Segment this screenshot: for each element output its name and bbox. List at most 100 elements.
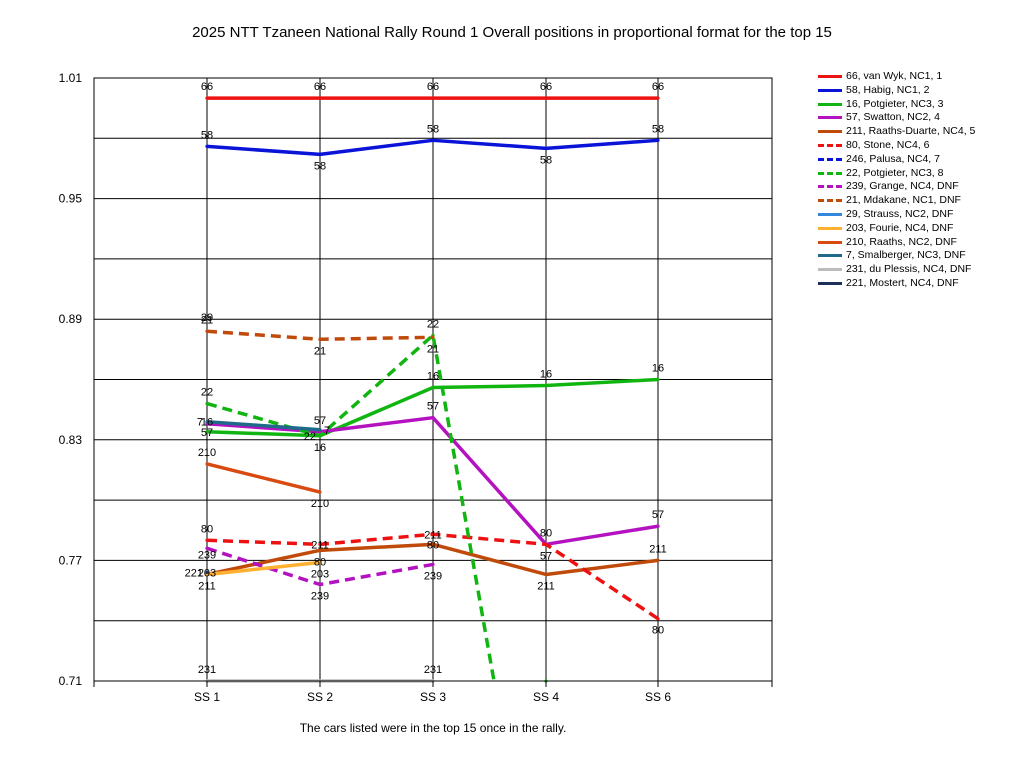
legend-label: 7, Smalberger, NC3, DNF [846,249,966,262]
data-point-21 [205,329,209,333]
data-label: 211 [311,539,329,551]
y-tick-label: 1.01 [59,71,83,85]
data-label: 58 [652,123,664,135]
legend-item: 239, Grange, NC4, DNF [816,180,1016,192]
legend-swatch [818,199,842,203]
legend-item: 66, van Wyk, NC1, 1 [816,70,1016,82]
data-point-80 [431,532,435,536]
legend-swatch [818,281,842,285]
legend-item: 80, Stone, NC4, 6 [816,139,1016,151]
data-label: 57 [652,509,664,521]
data-point-58 [318,152,322,156]
data-label: 239 [311,591,329,603]
data-label: 211 [424,529,442,541]
legend-label: 221, Mostert, NC4, DNF [846,276,959,289]
x-tick-label: SS 4 [533,690,559,704]
data-point-80 [656,617,660,621]
data-label: 239 [198,549,216,561]
data-point-21 [318,337,322,341]
legend-label: 203, Fourie, NC4, DNF [846,221,954,234]
legend-swatch [818,157,842,161]
data-label: 210 [311,498,329,510]
legend-item: 57, Swatton, NC2, 4 [816,111,1016,123]
data-point-57 [656,524,660,528]
data-label: 239 [424,570,442,582]
data-point-239 [431,562,435,567]
legend-item: 16, Potgieter, NC3, 3 [816,98,1016,110]
legend-label: 210, Raaths, NC2, DNF [846,235,957,248]
data-point-210 [318,490,322,494]
data-label: 16 [540,369,552,381]
legend-label: 211, Raaths-Duarte, NC4, 5 [846,125,976,138]
data-point-7 [205,420,209,424]
data-label: 211 [198,580,216,592]
legend-swatch [818,268,842,272]
legend-swatch [818,75,842,78]
legend-item: 58, Habig, NC1, 2 [816,84,1016,96]
data-label: 22 [304,431,316,443]
chart-footnote: The cars listed were in the top 15 once … [299,721,567,735]
legend-swatch [818,185,842,189]
data-point-221 [205,570,209,575]
data-point-211 [318,548,322,552]
data-label: 7 [197,417,203,429]
legend-item: 29, Strauss, NC2, DNF [816,208,1016,220]
data-label: 29 [201,312,213,324]
y-tick-label: 0.71 [59,674,83,688]
legend-label: 58, Habig, NC1, 2 [846,83,930,96]
legend-item: 246, Palusa, NC4, 7 [816,153,1016,165]
x-tick-label: SS 1 [194,690,220,704]
legend-swatch [818,226,842,230]
legend-label: 29, Strauss, NC2, DNF [846,207,954,220]
legend-item: 7, Smalberger, NC3, DNF [816,249,1016,261]
data-point-239 [318,582,322,587]
legend-item: 231, du Plessis, NC4, DNF [816,263,1016,275]
legend-label: 239, Grange, NC4, DNF [846,180,959,193]
data-label: 21 [314,345,326,357]
data-point-239 [205,546,209,550]
data-label: 210 [198,447,216,459]
data-point-210 [205,462,209,466]
data-point-80 [318,542,322,546]
legend-label: 80, Stone, NC4, 6 [846,138,930,151]
data-label: 57 [201,427,213,439]
data-label: 231 [198,664,216,676]
data-label: 57 [314,415,326,427]
data-point-16 [431,385,435,390]
series-line-210 [206,462,321,494]
legend-item: 22, Potgieter, NC3, 8 [816,167,1016,179]
data-point-22 [205,402,209,406]
data-point-66 [431,96,435,100]
legend-swatch [818,116,842,120]
data-point-21 [431,335,435,339]
legend-swatch [818,254,842,258]
data-point-66 [318,96,322,100]
data-point-80 [544,542,548,546]
legend-swatch [818,102,842,106]
data-point-211 [544,572,548,577]
legend-label: 231, du Plessis, NC4, DNF [846,263,972,276]
data-label: 203 [198,567,216,579]
series-line-7 [206,419,321,432]
legend-label: 66, van Wyk, NC1, 1 [846,70,943,82]
chart-title: 2025 NTT Tzaneen National Rally Round 1 … [192,24,832,41]
data-label: 57 [540,550,552,562]
legend-label: 21, Mdakane, NC1, DNF [846,194,961,207]
series-line-22 [206,333,496,682]
data-label: 66 [201,81,213,93]
data-point-16 [656,377,660,382]
data-point-66 [205,96,209,100]
data-label: 66 [540,81,552,93]
data-label: 66 [652,81,664,93]
data-label: 21 [427,343,439,355]
y-tick-label: 0.89 [59,312,83,326]
y-tick-label: 0.95 [59,192,83,206]
data-point-80 [205,538,209,542]
data-point-16 [205,430,209,434]
data-point-211 [656,558,660,563]
data-point-211 [431,542,435,546]
data-label: 211 [649,543,667,555]
data-label: 57 [427,401,439,413]
